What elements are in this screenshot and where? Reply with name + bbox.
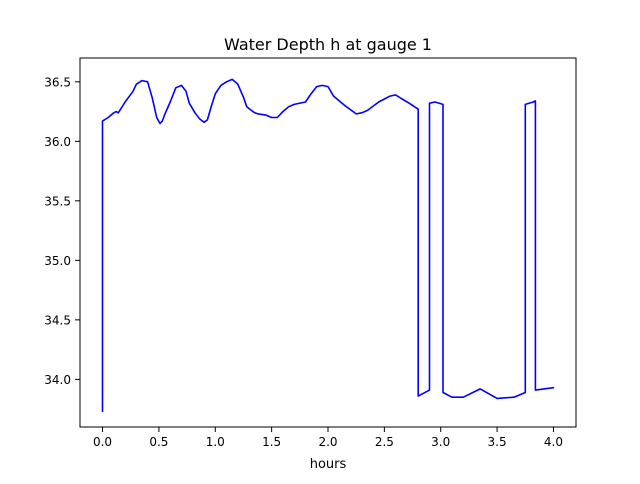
x-tick-label: 3.0 <box>431 435 450 449</box>
x-tick-label: 2.5 <box>375 435 394 449</box>
y-tick-label: 35.0 <box>44 254 71 268</box>
y-tick-label: 34.0 <box>44 373 71 387</box>
x-tick-label: 0.5 <box>149 435 168 449</box>
y-axis-ticks: 34.0 34.5 35.0 35.5 36.0 36.5 <box>44 75 80 387</box>
x-tick-label: 0.0 <box>93 435 112 449</box>
x-tick-label: 1.0 <box>206 435 225 449</box>
y-tick-label: 36.5 <box>44 75 71 89</box>
x-axis-ticks: 0.0 0.5 1.0 1.5 2.0 2.5 3.0 3.5 4.0 <box>93 427 563 449</box>
x-tick-label: 1.5 <box>262 435 281 449</box>
y-tick-label: 35.5 <box>44 194 71 208</box>
y-tick-label: 34.5 <box>44 313 71 327</box>
chart-title: Water Depth h at gauge 1 <box>224 35 432 54</box>
x-tick-label: 2.0 <box>318 435 337 449</box>
series-layer <box>101 78 555 413</box>
x-axis-label: hours <box>310 457 347 472</box>
y-tick-label: 36.0 <box>44 135 71 149</box>
x-tick-label: 3.5 <box>488 435 507 449</box>
series-line <box>101 78 555 413</box>
x-tick-label: 4.0 <box>544 435 563 449</box>
plot-area-frame <box>79 57 577 428</box>
